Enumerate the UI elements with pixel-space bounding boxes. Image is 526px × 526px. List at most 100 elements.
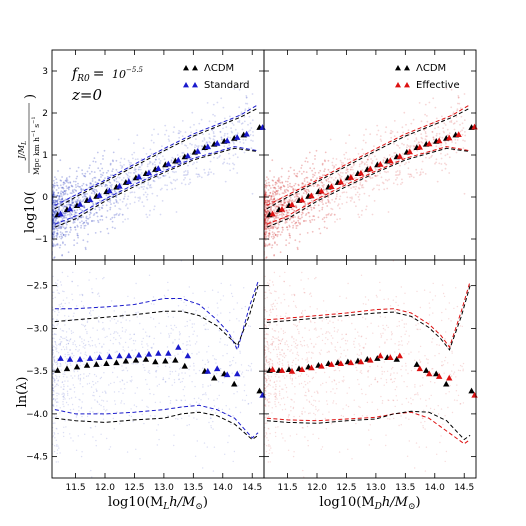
halo-point	[115, 322, 117, 324]
halo-point	[222, 355, 224, 357]
halo-point	[273, 381, 276, 383]
halo-point	[56, 233, 59, 236]
halo-point	[85, 354, 88, 357]
halo-point	[73, 371, 75, 373]
halo-point	[121, 379, 123, 381]
halo-point	[83, 339, 86, 341]
halo-point	[268, 244, 271, 246]
halo-point	[229, 284, 232, 286]
halo-point	[265, 360, 267, 362]
halo-point	[293, 401, 295, 403]
halo-point	[80, 406, 83, 409]
halo-point	[346, 184, 349, 187]
halo-point	[123, 158, 126, 160]
halo-point	[278, 230, 280, 233]
halo-point	[156, 429, 158, 431]
halo-point	[212, 470, 215, 472]
halo-point	[343, 349, 345, 351]
halo-point	[313, 399, 315, 401]
halo-point	[270, 376, 273, 378]
halo-point	[109, 199, 112, 202]
halo-point	[93, 391, 95, 394]
halo-point	[52, 363, 54, 365]
halo-point	[71, 201, 73, 203]
halo-point	[52, 208, 54, 211]
halo-point	[104, 390, 106, 392]
halo-point	[264, 220, 267, 222]
halo-point	[207, 171, 210, 174]
halo-point	[52, 191, 55, 194]
halo-point	[446, 128, 449, 131]
halo-point	[220, 136, 223, 139]
halo-point	[456, 108, 459, 111]
halo-point	[433, 123, 436, 126]
halo-point	[218, 330, 221, 332]
halo-point	[233, 163, 236, 166]
halo-point	[74, 375, 76, 377]
halo-point	[120, 337, 122, 339]
halo-point	[419, 306, 422, 309]
halo-point	[56, 232, 59, 235]
halo-point	[232, 162, 234, 165]
halo-point	[111, 193, 114, 195]
halo-point	[203, 442, 206, 444]
halo-point	[70, 375, 72, 377]
halo-point	[282, 213, 285, 215]
halo-point	[377, 325, 380, 327]
halo-point	[276, 356, 278, 358]
halo-point	[301, 271, 303, 274]
median-marker	[165, 160, 172, 167]
halo-point	[243, 287, 245, 289]
halo-point	[189, 152, 192, 155]
halo-point	[431, 130, 434, 133]
halo-point	[101, 207, 104, 210]
halo-point	[131, 349, 133, 351]
halo-point	[276, 362, 279, 364]
halo-point	[420, 136, 423, 139]
halo-point	[96, 390, 98, 392]
halo-point	[462, 139, 464, 142]
halo-point	[64, 193, 66, 196]
halo-point	[415, 324, 417, 326]
halo-point	[58, 225, 60, 227]
halo-point	[355, 185, 357, 188]
halo-point	[210, 427, 212, 429]
legend-marker	[192, 82, 198, 88]
halo-point	[84, 197, 86, 200]
halo-point	[423, 128, 426, 131]
halo-point	[317, 184, 319, 186]
halo-point	[428, 157, 431, 160]
halo-point	[388, 154, 391, 156]
halo-point	[84, 351, 87, 353]
halo-point	[295, 373, 297, 375]
halo-point	[58, 207, 60, 210]
halo-point	[292, 200, 295, 203]
halo-point	[151, 163, 154, 166]
median-marker	[96, 192, 103, 198]
halo-point	[340, 163, 343, 166]
halo-point	[440, 152, 442, 155]
halo-point	[78, 406, 80, 408]
halo-point	[329, 202, 331, 204]
halo-point	[288, 305, 290, 307]
halo-point	[98, 208, 101, 211]
halo-point	[391, 130, 394, 133]
halo-point	[306, 208, 309, 211]
halo-point	[65, 331, 68, 333]
halo-point	[291, 199, 294, 202]
halo-point	[189, 340, 191, 342]
halo-point	[342, 180, 345, 183]
halo-point	[374, 175, 377, 177]
halo-point	[55, 189, 58, 191]
halo-point	[62, 211, 65, 214]
halo-point	[384, 157, 387, 160]
halo-point	[123, 195, 126, 198]
median-marker	[234, 370, 241, 377]
halo-point	[59, 192, 62, 195]
halo-point	[110, 188, 113, 191]
halo-point	[321, 333, 324, 335]
halo-point	[76, 219, 79, 221]
halo-point	[212, 355, 214, 357]
halo-point	[272, 237, 275, 240]
